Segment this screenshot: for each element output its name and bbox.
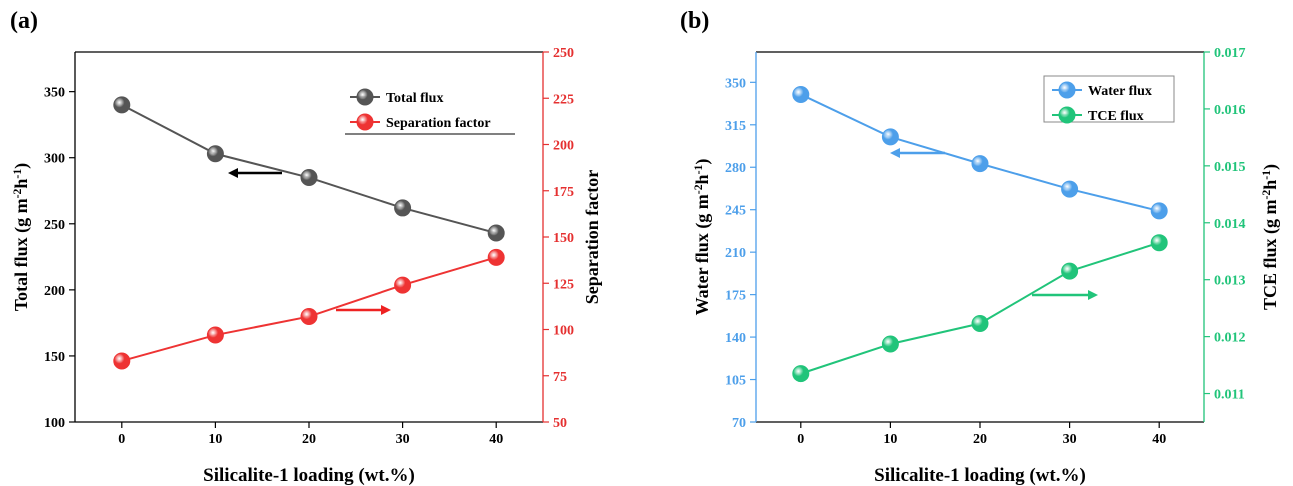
axis-indicator-arrow-left bbox=[228, 168, 282, 178]
left-y-tick-label: 210 bbox=[725, 246, 746, 261]
right-y-tick-label: 175 bbox=[553, 185, 574, 200]
x-tick-label: 30 bbox=[396, 432, 410, 447]
data-point bbox=[1061, 180, 1079, 198]
right-y-tick-label: 125 bbox=[553, 277, 574, 292]
data-point bbox=[792, 365, 810, 383]
data-point bbox=[1150, 234, 1168, 252]
legend-label: TCE flux bbox=[1088, 109, 1144, 124]
axis-indicator-arrow-right bbox=[336, 305, 391, 315]
data-point bbox=[113, 96, 131, 114]
data-point bbox=[113, 352, 131, 370]
left-y-axis-label: Total flux (g m-2h-1) bbox=[11, 163, 33, 311]
legend: Total flux Separation factor bbox=[345, 88, 515, 135]
axis-indicator-arrow-right bbox=[1032, 290, 1098, 300]
x-tick-label: 0 bbox=[797, 432, 804, 447]
left-y-tick-label: 315 bbox=[725, 119, 746, 134]
data-point bbox=[300, 169, 318, 187]
right-y-tick-label: 0.017 bbox=[1214, 46, 1246, 61]
legend-label: Water flux bbox=[1088, 84, 1152, 99]
left-y-tick-label: 150 bbox=[44, 350, 65, 365]
chart-panel-a: (a) 0 10 20 30 40 Silicalite-1 loading (wt.%) 1… bbox=[10, 8, 602, 486]
x-axis-label: Silicalite-1 loading (wt.%) bbox=[203, 465, 415, 486]
data-point bbox=[1150, 202, 1168, 220]
right-y-tick-label: 75 bbox=[553, 370, 567, 385]
right-y-tick-label: 0.014 bbox=[1214, 217, 1246, 232]
right-y-tick-label: 0.016 bbox=[1214, 103, 1246, 118]
left-y-tick-label: 245 bbox=[725, 204, 746, 219]
data-point bbox=[206, 326, 224, 344]
x-tick-label: 0 bbox=[118, 432, 125, 447]
data-point bbox=[206, 145, 224, 163]
left-y-tick-label: 300 bbox=[44, 152, 65, 167]
x-tick-label: 30 bbox=[1063, 432, 1077, 447]
legend-marker bbox=[1058, 81, 1076, 99]
right-y-tick-label: 0.012 bbox=[1214, 331, 1246, 346]
x-tick-label: 20 bbox=[302, 432, 316, 447]
left-y-tick-label: 350 bbox=[725, 76, 746, 91]
data-point bbox=[1061, 262, 1079, 280]
left-y-axis-label: Water flux (g m-2h-1) bbox=[692, 159, 714, 316]
left-y-tick-label: 100 bbox=[44, 416, 65, 431]
right-y-tick-label: 0.015 bbox=[1214, 160, 1246, 175]
data-point bbox=[487, 224, 505, 242]
legend-marker bbox=[356, 113, 374, 131]
left-y-tick-label: 70 bbox=[732, 416, 746, 431]
data-point bbox=[971, 155, 989, 173]
legend: Water flux TCE flux bbox=[1043, 75, 1175, 124]
x-tick-label: 10 bbox=[208, 432, 222, 447]
data-point bbox=[792, 85, 810, 103]
chart-panel-b: (b) 0 10 20 30 40 Silicalite-1 loading (wt.%) 7… bbox=[680, 8, 1281, 486]
right-y-tick-label: 50 bbox=[553, 416, 567, 431]
x-tick-label: 20 bbox=[973, 432, 987, 447]
panel-label: (b) bbox=[680, 8, 709, 34]
data-point bbox=[394, 276, 412, 294]
x-tick-label: 40 bbox=[489, 432, 503, 447]
data-point bbox=[881, 128, 899, 146]
right-y-axis-label: Separation factor bbox=[582, 170, 602, 304]
right-y-tick-label: 100 bbox=[553, 324, 574, 339]
left-y-tick-label: 280 bbox=[725, 161, 746, 176]
right-y-tick-label: 225 bbox=[553, 92, 574, 107]
legend-marker bbox=[356, 88, 374, 106]
data-point bbox=[971, 315, 989, 333]
data-point bbox=[394, 199, 412, 217]
data-point bbox=[487, 248, 505, 266]
right-y-tick-label: 250 bbox=[553, 46, 574, 61]
right-y-tick-label: 0.011 bbox=[1214, 388, 1245, 403]
legend-label: Separation factor bbox=[386, 116, 491, 131]
axis-indicator-arrow-left bbox=[890, 148, 945, 158]
left-y-tick-label: 250 bbox=[44, 218, 65, 233]
left-y-tick-label: 350 bbox=[44, 86, 65, 101]
x-axis-label: Silicalite-1 loading (wt.%) bbox=[874, 465, 1086, 486]
data-point bbox=[300, 308, 318, 326]
series-line-1 bbox=[800, 241, 1160, 375]
right-y-axis-label: TCE flux (g m-2h-1) bbox=[1260, 164, 1282, 310]
right-y-tick-label: 150 bbox=[553, 231, 574, 246]
x-tick-label: 10 bbox=[883, 432, 897, 447]
right-y-tick-label: 200 bbox=[553, 139, 574, 154]
legend-label: Total flux bbox=[386, 91, 443, 106]
legend-marker bbox=[1058, 106, 1076, 124]
left-y-tick-label: 140 bbox=[725, 331, 746, 346]
right-y-tick-label: 0.013 bbox=[1214, 274, 1246, 289]
left-y-tick-label: 105 bbox=[725, 374, 746, 389]
panel-label: (a) bbox=[10, 8, 38, 34]
left-y-tick-label: 175 bbox=[725, 289, 746, 304]
x-tick-label: 40 bbox=[1152, 432, 1166, 447]
data-point bbox=[881, 335, 899, 353]
left-y-tick-label: 200 bbox=[44, 284, 65, 299]
